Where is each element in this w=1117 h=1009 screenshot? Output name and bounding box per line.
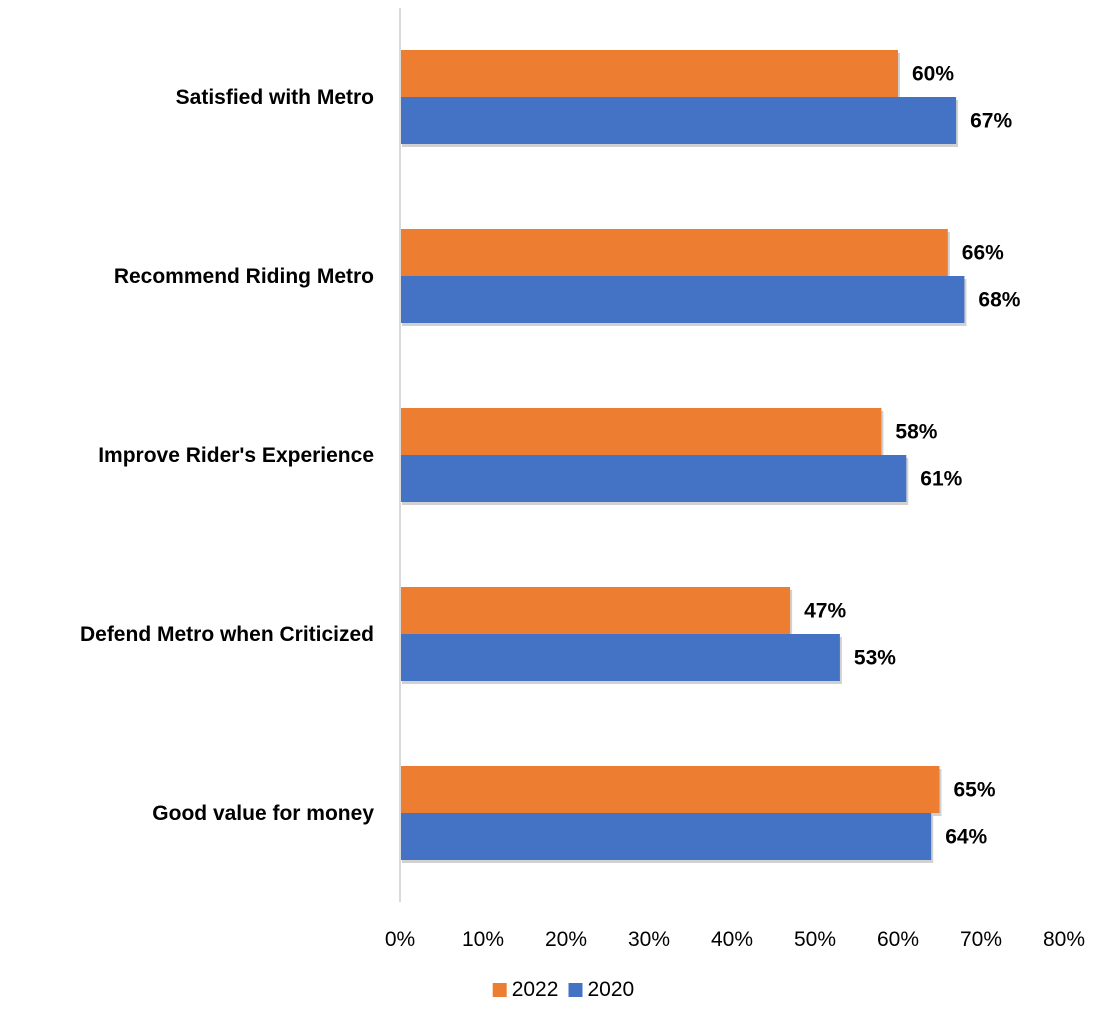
bar-2020	[400, 97, 957, 144]
bar-2022	[400, 408, 882, 455]
bar-2020	[400, 813, 932, 860]
x-tick-label: 60%	[877, 928, 919, 951]
data-label: 58%	[895, 421, 937, 444]
category-label: Good value for money	[152, 802, 374, 825]
bar-2022	[400, 229, 948, 276]
bar-2022	[400, 50, 898, 97]
x-tick-label: 10%	[462, 928, 504, 951]
data-label: 53%	[854, 647, 896, 670]
category-label: Improve Rider's Experience	[98, 444, 374, 467]
data-label: 66%	[962, 242, 1004, 265]
bar-2022	[400, 587, 791, 634]
data-label: 67%	[970, 110, 1012, 133]
legend-label: 2020	[588, 978, 635, 1001]
category-label: Satisfied with Metro	[176, 86, 374, 109]
legend-swatch-2020	[568, 983, 583, 997]
data-label: 64%	[945, 826, 987, 849]
x-tick-label: 20%	[545, 928, 587, 951]
legend-label: 2022	[512, 978, 559, 1001]
x-tick-label: 80%	[1043, 928, 1085, 951]
category-label: Defend Metro when Criticized	[80, 623, 374, 646]
bar-2022	[400, 766, 940, 813]
x-tick-label: 0%	[385, 928, 415, 951]
bar-2020	[400, 634, 840, 681]
data-label: 61%	[920, 468, 962, 491]
x-tick-label: 70%	[960, 928, 1002, 951]
data-label: 65%	[954, 779, 996, 802]
data-label: 60%	[912, 63, 954, 86]
x-tick-label: 30%	[628, 928, 670, 951]
x-tick-label: 40%	[711, 928, 753, 951]
x-tick-label: 50%	[794, 928, 836, 951]
data-label: 47%	[804, 600, 846, 623]
legend-swatch-2022	[492, 983, 507, 997]
bar-2020	[400, 276, 965, 323]
category-label: Recommend Riding Metro	[114, 265, 374, 288]
bar-2020	[400, 455, 907, 502]
data-label: 68%	[978, 289, 1020, 312]
